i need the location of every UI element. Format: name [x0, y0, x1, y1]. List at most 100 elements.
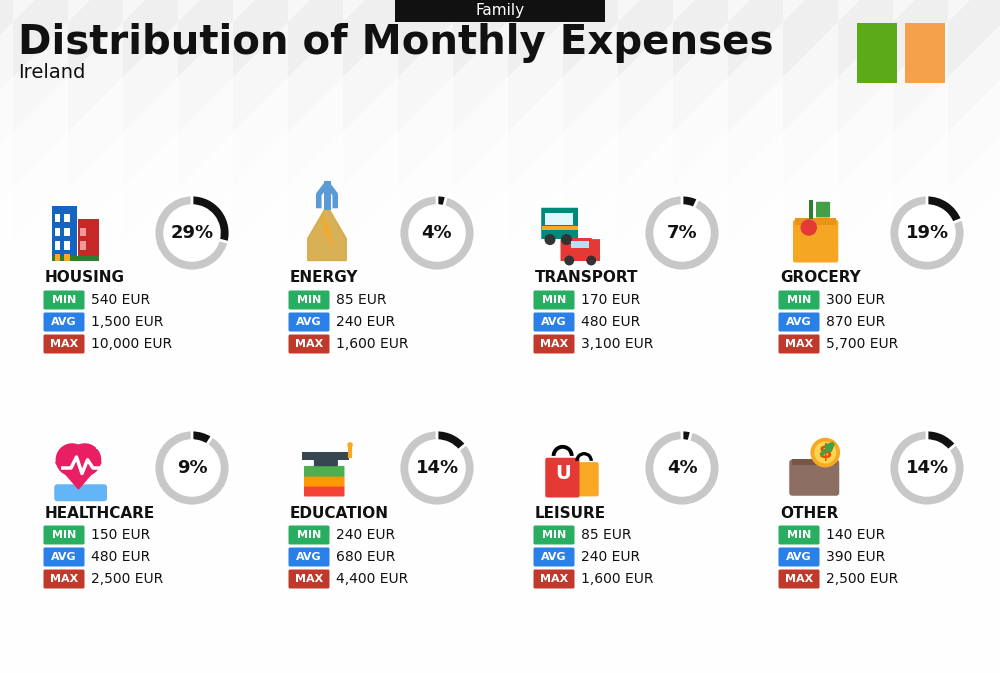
Text: AVG: AVG — [51, 317, 77, 327]
FancyBboxPatch shape — [571, 241, 588, 248]
Text: MIN: MIN — [542, 530, 566, 540]
FancyBboxPatch shape — [542, 226, 578, 230]
Text: 85 EUR: 85 EUR — [336, 293, 386, 307]
FancyBboxPatch shape — [809, 200, 813, 219]
Text: MAX: MAX — [50, 339, 78, 349]
Text: AVG: AVG — [51, 552, 77, 562]
Wedge shape — [889, 430, 965, 506]
FancyBboxPatch shape — [816, 202, 830, 217]
Text: 240 EUR: 240 EUR — [336, 315, 395, 329]
FancyBboxPatch shape — [778, 291, 820, 310]
FancyBboxPatch shape — [288, 569, 330, 588]
FancyBboxPatch shape — [534, 334, 574, 353]
Wedge shape — [682, 430, 691, 441]
Circle shape — [655, 206, 709, 260]
Text: 4%: 4% — [667, 459, 697, 477]
Wedge shape — [644, 195, 720, 271]
Wedge shape — [399, 430, 475, 506]
Text: AVG: AVG — [541, 552, 567, 562]
Circle shape — [564, 256, 574, 265]
Text: 14%: 14% — [905, 459, 949, 477]
Text: 870 EUR: 870 EUR — [826, 315, 885, 329]
FancyBboxPatch shape — [778, 548, 820, 567]
Text: 4%: 4% — [422, 224, 452, 242]
FancyBboxPatch shape — [54, 485, 107, 501]
Text: MIN: MIN — [297, 530, 321, 540]
FancyBboxPatch shape — [544, 213, 573, 225]
FancyBboxPatch shape — [288, 526, 330, 544]
Wedge shape — [575, 452, 593, 461]
Text: 140 EUR: 140 EUR — [826, 528, 885, 542]
Text: Ireland: Ireland — [18, 63, 85, 83]
Text: AVG: AVG — [786, 317, 812, 327]
Text: GROCERY: GROCERY — [780, 271, 861, 285]
FancyBboxPatch shape — [64, 254, 70, 260]
Circle shape — [800, 219, 817, 236]
Text: $: $ — [818, 443, 832, 462]
Text: MAX: MAX — [295, 339, 323, 349]
Text: AVG: AVG — [296, 317, 322, 327]
Text: MIN: MIN — [542, 295, 566, 305]
Wedge shape — [154, 430, 230, 506]
FancyBboxPatch shape — [778, 569, 820, 588]
Wedge shape — [192, 430, 212, 445]
Polygon shape — [322, 217, 334, 247]
Text: 1,600 EUR: 1,600 EUR — [581, 572, 654, 586]
FancyBboxPatch shape — [304, 476, 344, 487]
Circle shape — [165, 206, 219, 260]
FancyBboxPatch shape — [44, 569, 84, 588]
Text: 480 EUR: 480 EUR — [91, 550, 150, 564]
FancyBboxPatch shape — [793, 220, 838, 262]
Text: 1,600 EUR: 1,600 EUR — [336, 337, 409, 351]
Text: 10,000 EUR: 10,000 EUR — [91, 337, 172, 351]
FancyBboxPatch shape — [44, 291, 84, 310]
Text: Distribution of Monthly Expenses: Distribution of Monthly Expenses — [18, 23, 774, 63]
Text: 480 EUR: 480 EUR — [581, 315, 640, 329]
Text: MIN: MIN — [787, 295, 811, 305]
Circle shape — [347, 442, 353, 448]
Text: 3,100 EUR: 3,100 EUR — [581, 337, 653, 351]
FancyBboxPatch shape — [304, 466, 344, 476]
FancyBboxPatch shape — [80, 227, 86, 236]
Text: MIN: MIN — [297, 295, 321, 305]
FancyBboxPatch shape — [64, 241, 70, 250]
Text: EDUCATION: EDUCATION — [290, 505, 389, 520]
FancyBboxPatch shape — [52, 256, 98, 260]
Text: LEISURE: LEISURE — [535, 505, 606, 520]
Circle shape — [410, 441, 464, 495]
Text: MAX: MAX — [50, 574, 78, 584]
FancyBboxPatch shape — [545, 458, 580, 497]
FancyBboxPatch shape — [54, 254, 60, 260]
FancyBboxPatch shape — [288, 334, 330, 353]
FancyBboxPatch shape — [534, 548, 574, 567]
Text: 29%: 29% — [170, 224, 214, 242]
Wedge shape — [682, 195, 698, 208]
Text: 240 EUR: 240 EUR — [336, 528, 395, 542]
FancyBboxPatch shape — [395, 0, 605, 22]
Text: 1,500 EUR: 1,500 EUR — [91, 315, 163, 329]
FancyBboxPatch shape — [288, 548, 330, 567]
FancyBboxPatch shape — [64, 214, 70, 222]
Polygon shape — [308, 205, 346, 260]
FancyBboxPatch shape — [541, 208, 578, 239]
Text: 240 EUR: 240 EUR — [581, 550, 640, 564]
Circle shape — [544, 234, 556, 245]
Text: AVG: AVG — [541, 317, 567, 327]
Circle shape — [586, 256, 596, 265]
FancyBboxPatch shape — [288, 291, 330, 310]
Text: MAX: MAX — [295, 574, 323, 584]
FancyBboxPatch shape — [54, 241, 60, 250]
Circle shape — [900, 206, 954, 260]
Text: 19%: 19% — [905, 224, 949, 242]
Text: 540 EUR: 540 EUR — [91, 293, 150, 307]
Circle shape — [56, 444, 89, 476]
FancyBboxPatch shape — [54, 227, 60, 236]
Polygon shape — [56, 462, 101, 489]
FancyBboxPatch shape — [792, 459, 836, 465]
FancyBboxPatch shape — [52, 205, 76, 260]
Text: Family: Family — [475, 3, 525, 18]
Circle shape — [68, 444, 101, 476]
Text: HEALTHCARE: HEALTHCARE — [45, 505, 155, 520]
Text: MIN: MIN — [787, 530, 811, 540]
Text: MAX: MAX — [540, 339, 568, 349]
